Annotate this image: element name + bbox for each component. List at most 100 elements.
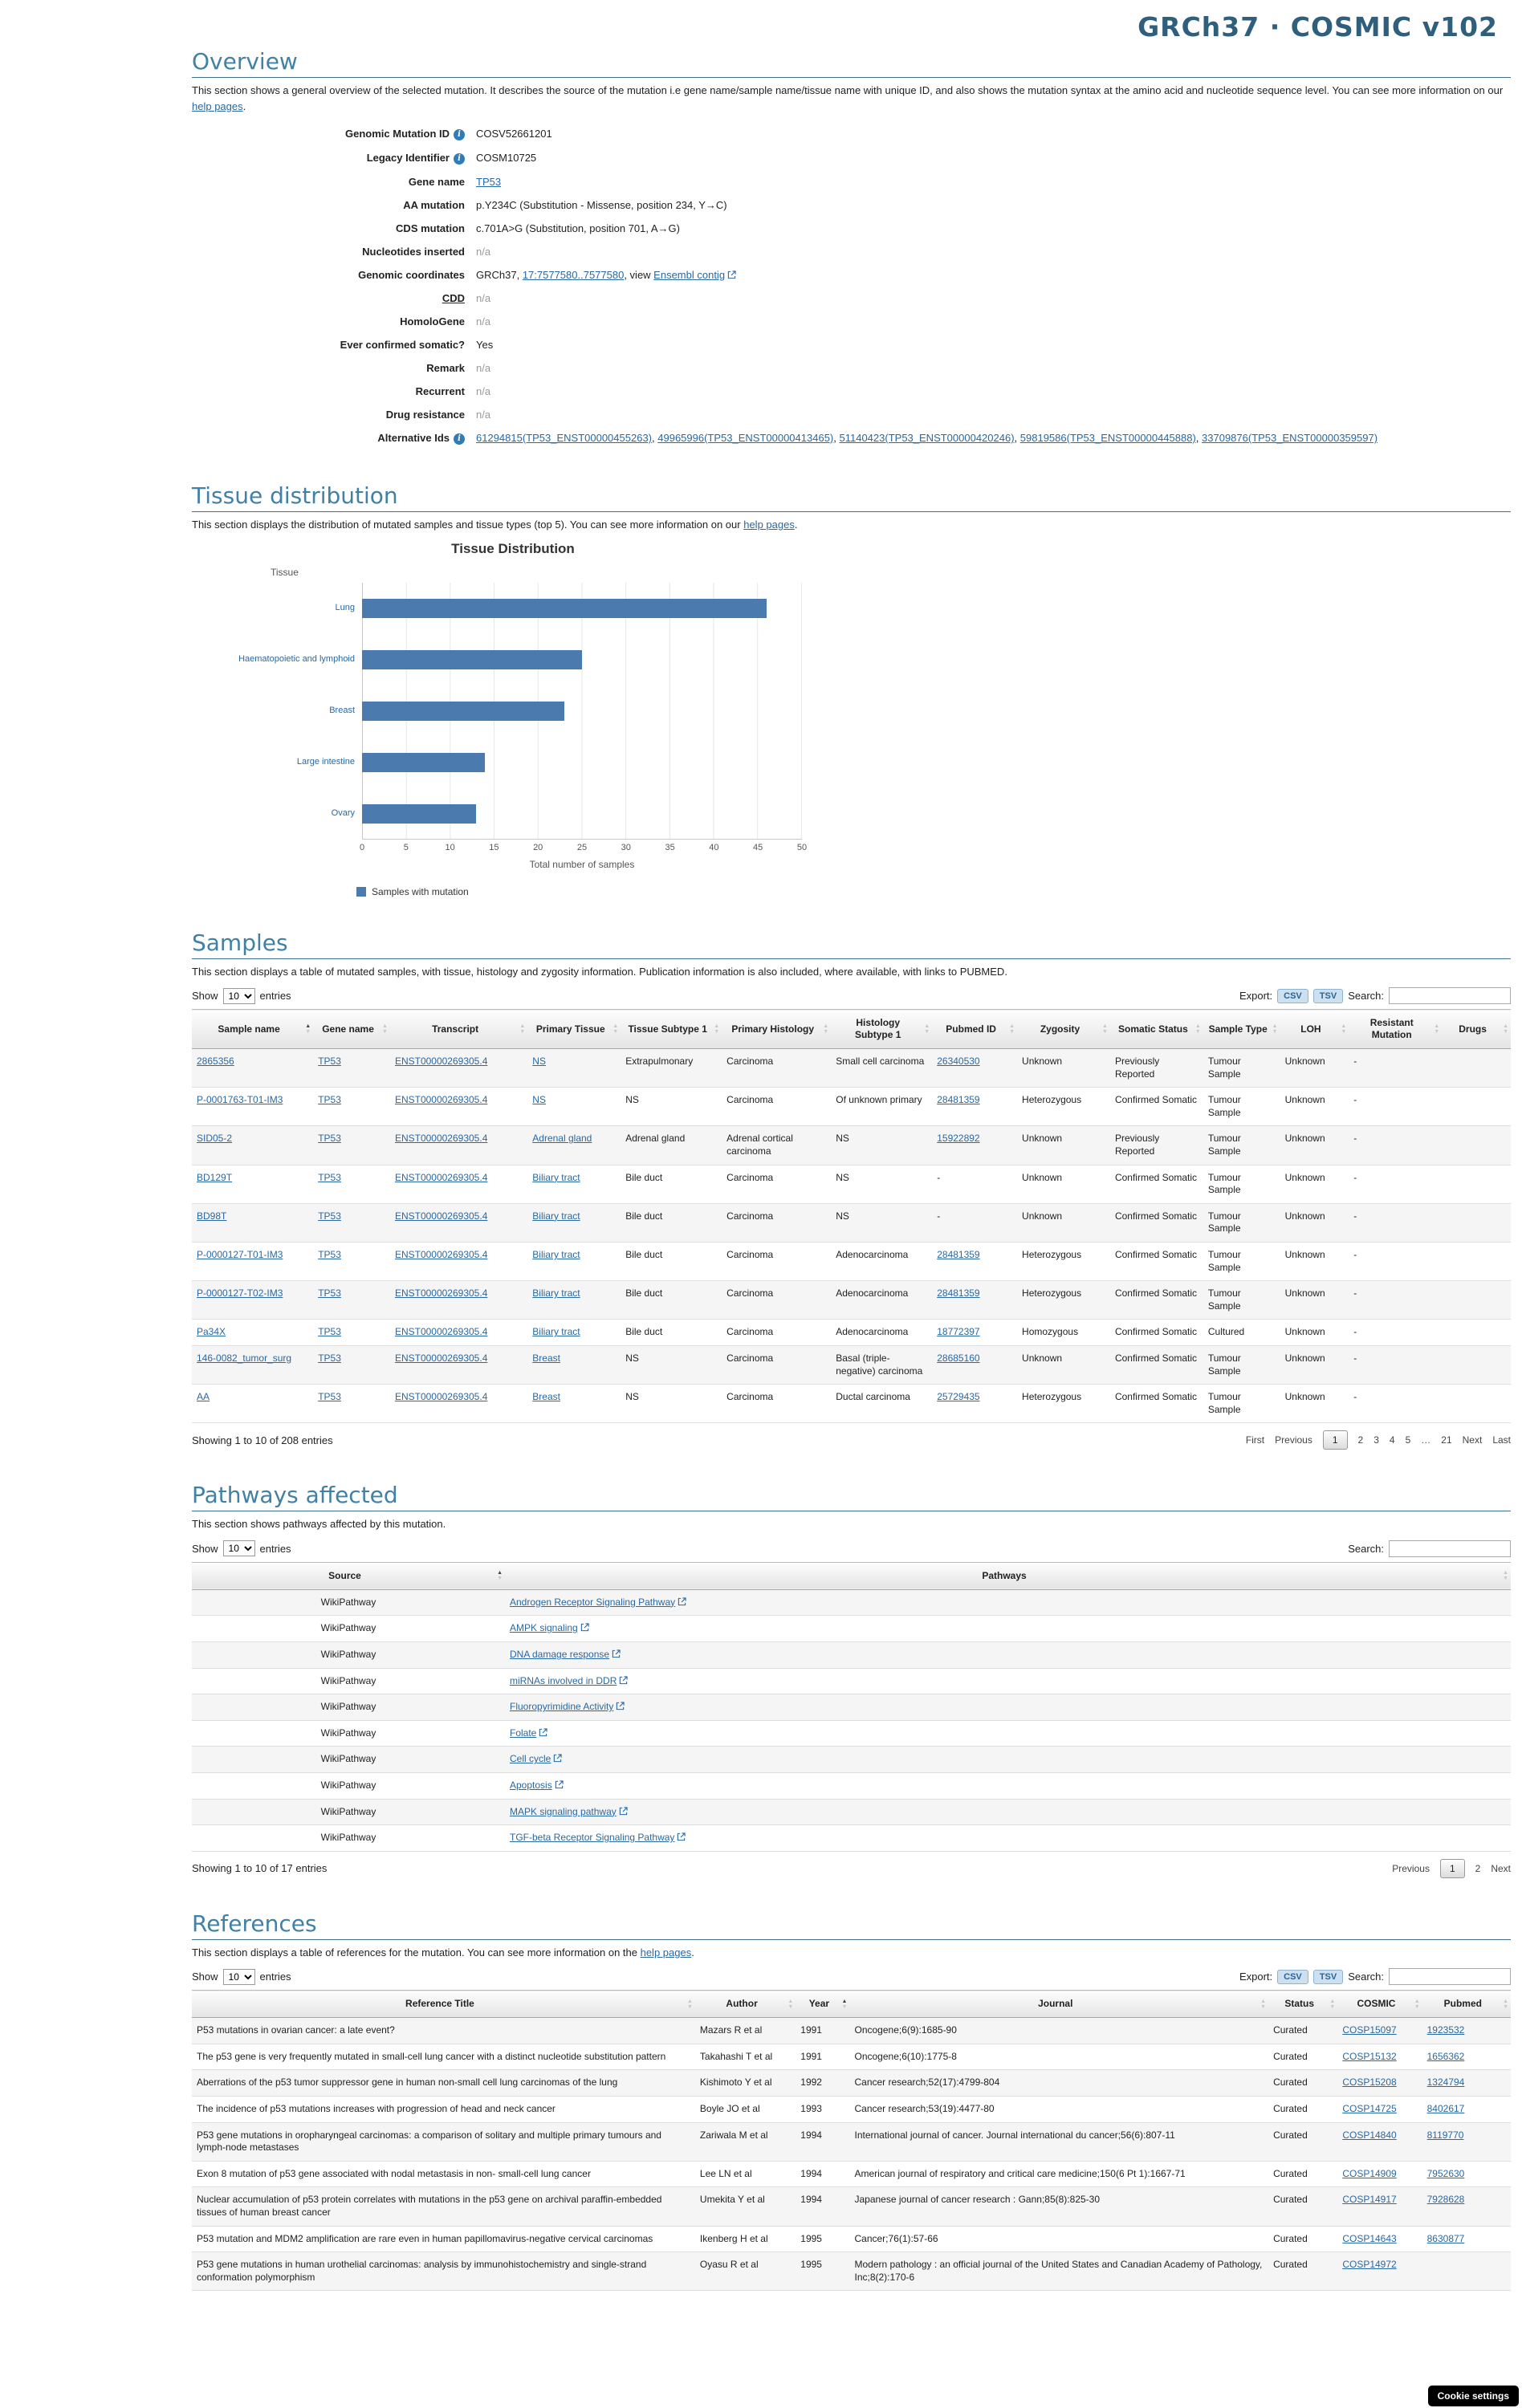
primary-tissue-link[interactable]: Biliary tract bbox=[532, 1248, 580, 1260]
genomic-coordinates-link[interactable]: 17:7577580..7577580 bbox=[522, 269, 625, 281]
transcript-link[interactable]: ENST00000269305.4 bbox=[394, 1326, 488, 1338]
primary-tissue-link[interactable]: Biliary tract bbox=[532, 1210, 580, 1222]
cookie-settings-button[interactable]: Cookie settings bbox=[1427, 2386, 1519, 2406]
pubmed-link[interactable]: 1656362 bbox=[1426, 2050, 1465, 2062]
pathway-link[interactable]: AMPK signaling bbox=[510, 1622, 578, 1634]
tissue-category-link[interactable]: Large intestine bbox=[296, 756, 355, 767]
page-button-3[interactable]: 3 bbox=[1373, 1434, 1379, 1446]
pubmed-link[interactable]: 18772397 bbox=[937, 1326, 980, 1338]
pubmed-link[interactable]: 1923532 bbox=[1426, 2024, 1465, 2036]
column-header[interactable]: Status ▲ ▼ bbox=[1268, 1990, 1338, 2019]
primary-tissue-link[interactable]: Biliary tract bbox=[532, 1287, 580, 1300]
column-header[interactable]: Author ▲ ▼ bbox=[694, 1990, 796, 2019]
cosmic-reference-link[interactable]: COSP14972 bbox=[1342, 2259, 1397, 2271]
column-header[interactable]: Resistant Mutation ▲ ▼ bbox=[1349, 1009, 1443, 1049]
pubmed-link[interactable]: 26340530 bbox=[937, 1056, 980, 1067]
primary-tissue-link[interactable]: Breast bbox=[532, 1352, 560, 1364]
pubmed-link[interactable]: - bbox=[937, 1171, 941, 1183]
references-export-tsv-button[interactable]: TSV bbox=[1312, 1969, 1344, 1984]
help-pages-link[interactable]: help pages bbox=[640, 1946, 692, 1959]
column-header[interactable]: Drugs ▲ ▼ bbox=[1442, 1009, 1511, 1049]
transcript-link[interactable]: ENST00000269305.4 bbox=[394, 1210, 488, 1222]
pathway-link[interactable]: Androgen Receptor Signaling Pathway bbox=[510, 1596, 676, 1608]
pubmed-link[interactable]: 28481359 bbox=[937, 1094, 980, 1106]
column-header[interactable]: Sample Type ▲ ▼ bbox=[1203, 1009, 1280, 1049]
page-button-4[interactable]: 4 bbox=[1389, 1434, 1395, 1446]
sample-name-link[interactable]: BD98T bbox=[197, 1210, 227, 1222]
page-button-5[interactable]: 5 bbox=[1405, 1434, 1411, 1446]
transcript-link[interactable]: ENST00000269305.4 bbox=[394, 1287, 488, 1300]
transcript-link[interactable]: ENST00000269305.4 bbox=[394, 1094, 488, 1106]
column-header[interactable]: Histology Subtype 1 ▲ ▼ bbox=[831, 1009, 933, 1049]
transcript-link[interactable]: ENST00000269305.4 bbox=[394, 1352, 488, 1364]
page-button-1[interactable]: 1 bbox=[1439, 1858, 1465, 1878]
tissue-category-link[interactable]: Haematopoietic and lymphoid bbox=[238, 653, 355, 664]
page-first-button[interactable]: First bbox=[1245, 1434, 1265, 1446]
primary-tissue-link[interactable]: NS bbox=[532, 1056, 546, 1067]
gene-name-link[interactable]: TP53 bbox=[318, 1326, 341, 1338]
cosmic-reference-link[interactable]: COSP14917 bbox=[1342, 2194, 1397, 2206]
page-button-2[interactable]: 2 bbox=[1475, 1862, 1481, 1874]
column-header[interactable]: Reference Title ▲ ▼ bbox=[192, 1990, 695, 2019]
page-last-button[interactable]: Last bbox=[1492, 1434, 1511, 1446]
page-button-1[interactable]: 1 bbox=[1322, 1430, 1348, 1450]
sample-name-link[interactable]: P-0001763-T01-IM3 bbox=[197, 1094, 283, 1106]
page-next-button[interactable]: Next bbox=[1491, 1862, 1511, 1874]
column-header[interactable]: Pubmed ID ▲ ▼ bbox=[932, 1009, 1018, 1049]
gene-name-link[interactable]: TP53 bbox=[318, 1133, 341, 1145]
cosmic-reference-link[interactable]: COSP14909 bbox=[1342, 2167, 1397, 2179]
info-icon[interactable] bbox=[454, 153, 465, 165]
sample-name-link[interactable]: 2865356 bbox=[197, 1056, 234, 1067]
samples-entries-select[interactable]: 10 bbox=[222, 987, 255, 1004]
pubmed-link[interactable]: 28481359 bbox=[937, 1287, 980, 1300]
primary-tissue-link[interactable]: Adrenal gland bbox=[532, 1133, 592, 1145]
transcript-link[interactable]: ENST00000269305.4 bbox=[394, 1391, 488, 1403]
info-icon[interactable] bbox=[454, 433, 465, 445]
sample-name-link[interactable]: AA bbox=[197, 1391, 210, 1403]
primary-tissue-link[interactable]: Biliary tract bbox=[532, 1171, 580, 1183]
gene-name-link[interactable]: TP53 bbox=[318, 1210, 341, 1222]
cosmic-reference-link[interactable]: COSP15132 bbox=[1342, 2050, 1397, 2062]
alternative-id-link[interactable]: 33709876(TP53_ENST00000359597) bbox=[1202, 432, 1378, 444]
pubmed-link[interactable]: 8119770 bbox=[1426, 2129, 1464, 2141]
gene-name-link[interactable]: TP53 bbox=[318, 1248, 341, 1260]
column-header[interactable]: LOH ▲ ▼ bbox=[1280, 1009, 1349, 1049]
cosmic-reference-link[interactable]: COSP14725 bbox=[1342, 2103, 1397, 2114]
sample-name-link[interactable]: P-0000127-T01-IM3 bbox=[197, 1248, 283, 1260]
column-header[interactable]: Tissue Subtype 1 ▲ ▼ bbox=[621, 1009, 722, 1049]
page-previous-button[interactable]: Previous bbox=[1392, 1862, 1430, 1874]
primary-tissue-link[interactable]: Breast bbox=[532, 1391, 560, 1403]
pathways-search-input[interactable] bbox=[1389, 1540, 1511, 1557]
tissue-category-link[interactable]: Lung bbox=[335, 602, 355, 612]
gene-name-link[interactable]: TP53 bbox=[476, 176, 502, 188]
gene-name-link[interactable]: TP53 bbox=[318, 1352, 341, 1364]
gene-name-link[interactable]: TP53 bbox=[318, 1056, 341, 1067]
pathway-link[interactable]: MAPK signaling pathway bbox=[510, 1805, 617, 1817]
info-icon[interactable] bbox=[454, 129, 465, 140]
pubmed-link[interactable]: 25729435 bbox=[937, 1391, 980, 1403]
pubmed-link[interactable]: 28481359 bbox=[937, 1248, 980, 1260]
column-header[interactable]: Gene name ▲ ▼ bbox=[313, 1009, 390, 1049]
pathway-link[interactable]: Cell cycle bbox=[510, 1753, 551, 1765]
sample-name-link[interactable]: P-0000127-T02-IM3 bbox=[197, 1287, 283, 1300]
sample-name-link[interactable]: SID05-2 bbox=[197, 1133, 233, 1145]
column-header[interactable]: Somatic Status ▲ ▼ bbox=[1109, 1009, 1203, 1049]
pubmed-link[interactable]: 7928628 bbox=[1426, 2194, 1465, 2206]
primary-tissue-link[interactable]: Biliary tract bbox=[532, 1326, 580, 1338]
samples-export-csv-button[interactable]: CSV bbox=[1277, 988, 1308, 1003]
column-header[interactable]: Year ▲ ▼ bbox=[796, 1990, 850, 2019]
pubmed-link[interactable]: - bbox=[937, 1210, 941, 1222]
transcript-link[interactable]: ENST00000269305.4 bbox=[394, 1248, 488, 1260]
pathway-link[interactable]: Folate bbox=[510, 1727, 537, 1739]
samples-search-input[interactable] bbox=[1389, 987, 1511, 1004]
pubmed-link[interactable]: 7952630 bbox=[1426, 2167, 1465, 2179]
column-header[interactable]: Sample name ▲ ▼ bbox=[192, 1009, 314, 1049]
sample-name-link[interactable]: Pa34X bbox=[197, 1326, 226, 1338]
gene-name-link[interactable]: TP53 bbox=[318, 1094, 341, 1106]
pubmed-link[interactable]: 8630877 bbox=[1426, 2232, 1465, 2244]
transcript-link[interactable]: ENST00000269305.4 bbox=[394, 1133, 488, 1145]
pathways-entries-select[interactable]: 10 bbox=[222, 1540, 255, 1557]
pubmed-link[interactable]: 1324794 bbox=[1426, 2076, 1465, 2089]
samples-export-tsv-button[interactable]: TSV bbox=[1312, 988, 1344, 1003]
column-header[interactable]: Primary Tissue ▲ ▼ bbox=[527, 1009, 621, 1049]
